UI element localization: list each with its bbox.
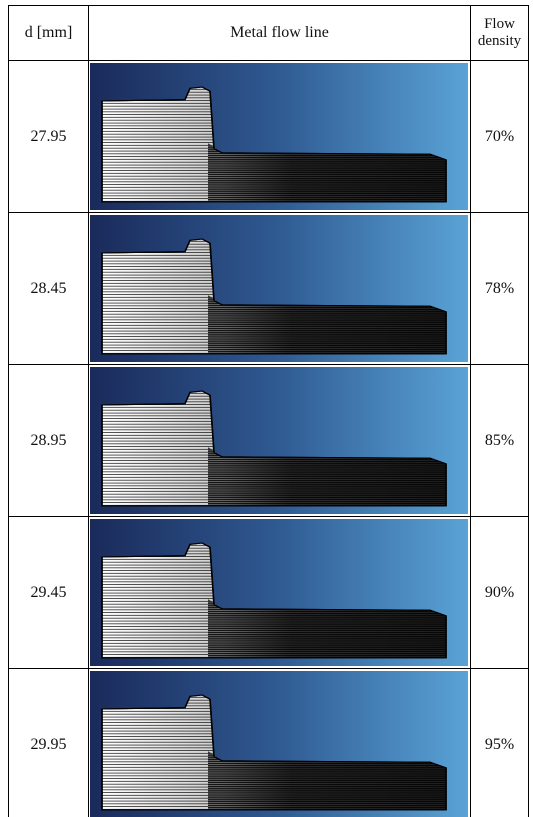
- table-cell: 95%: [471, 669, 529, 817]
- table-row: 29.45 90%: [9, 517, 529, 669]
- table-cell: 28.45: [9, 213, 89, 365]
- table-cell: [89, 669, 471, 817]
- table-cell: 90%: [471, 517, 529, 669]
- header-cell: Metal flow line: [89, 6, 471, 61]
- flow-line-image: [90, 671, 468, 817]
- table-cell: 85%: [471, 365, 529, 517]
- table-cell: [89, 365, 471, 517]
- table: d [mm] Metal flow line Flow density 27.9…: [8, 5, 529, 817]
- flow-line-image: [90, 519, 468, 666]
- flow-line-image: [90, 63, 468, 210]
- table-row: 27.95 70%: [9, 61, 529, 213]
- table-cell: [89, 61, 471, 213]
- table-cell: [89, 213, 471, 365]
- table-body: 27.95 70% 28.45 78% 28.95 85% 29.45 90% 29.95 95%: [9, 61, 529, 817]
- table-cell: 29.45: [9, 517, 89, 669]
- header-cell: Flow density: [471, 6, 529, 61]
- table-cell: 78%: [471, 213, 529, 365]
- table-row: 28.95 85%: [9, 365, 529, 517]
- table-cell: 70%: [471, 61, 529, 213]
- table-row: 28.45 78%: [9, 213, 529, 365]
- page: d [mm] Metal flow line Flow density 27.9…: [0, 0, 533, 817]
- flow-line-image: [90, 367, 468, 514]
- table-cell: 27.95: [9, 61, 89, 213]
- table-cell: 28.95: [9, 365, 89, 517]
- table-cell: [89, 517, 471, 669]
- header-cell: d [mm]: [9, 6, 89, 61]
- table-row: 29.95 95%: [9, 669, 529, 817]
- table-cell: 29.95: [9, 669, 89, 817]
- header-row: d [mm] Metal flow line Flow density: [9, 6, 529, 61]
- flow-line-image: [90, 215, 468, 362]
